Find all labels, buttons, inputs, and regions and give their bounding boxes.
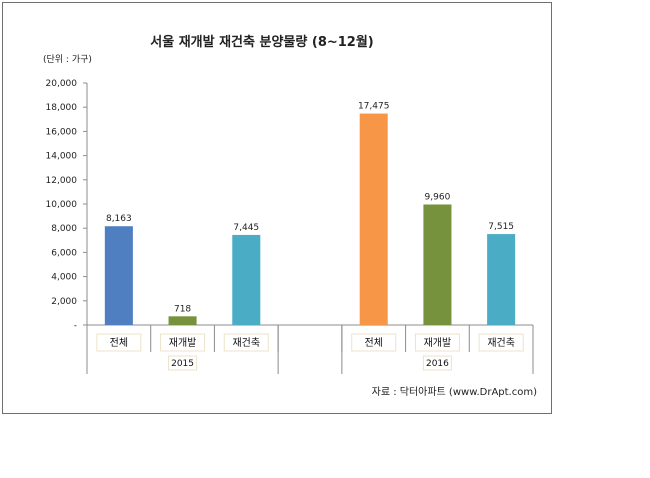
y-tick-label: 4,000 [51,273,77,283]
source-note: 자료 : 닥터아파트 (www.DrApt.com) [372,386,537,398]
category-label-box [414,333,460,352]
category-label: 전체 [365,337,383,349]
bar-value-label: 718 [174,304,191,314]
bar-value-label: 9,960 [425,192,451,202]
bars-group: 8,163 718 7,445 17,475 9,960 7,515 [104,102,516,326]
category-label: 재건축 [487,337,515,349]
bar-value-label: 8,163 [106,214,132,224]
unit-label: (단위 : 가구) [43,54,92,65]
bar [168,316,197,325]
bar [232,234,261,325]
y-tick-label: - [74,321,77,331]
y-tick-label: 2,000 [51,297,77,307]
chart-frame: 서울 재개발 재건축 분양물량 (8~12월) (단위 : 가구) 자료 : 닥… [2,2,552,414]
y-tick-label: 12,000 [46,176,78,186]
group-label-box [422,355,452,371]
axis-group: 20,000 18,000 16,000 14,000 12,000 10,000 8,00… [46,79,534,374]
y-tick-label: 20,000 [46,79,78,89]
bar [359,113,388,326]
category-label-box [223,333,269,352]
group-label-box [168,355,198,371]
category-label: 전체 [110,337,128,349]
category-label-box [351,333,397,352]
group-label: 2015 [171,359,194,369]
chart-title: 서울 재개발 재건축 분양물량 (8~12월) [150,34,374,50]
group-label: 2016 [426,359,449,369]
category-label-box [160,333,206,352]
bar [487,234,516,325]
category-label: 재건축 [232,337,260,349]
category-label: 재개발 [424,337,452,349]
category-label-box [478,333,524,352]
y-tick-label: 16,000 [46,127,78,137]
bar [423,204,452,325]
bar-value-label: 17,475 [358,102,390,112]
bar [104,226,133,325]
y-tick-label: 18,000 [46,103,78,113]
category-label-box [96,333,142,352]
y-tick-label: 10,000 [46,200,78,210]
y-tick-label: 14,000 [46,152,78,162]
y-tick-label: 8,000 [51,224,77,234]
bar-value-label: 7,515 [488,222,514,232]
bar-value-label: 7,445 [233,223,259,233]
y-tick-label: 6,000 [51,248,77,258]
category-label: 재개발 [169,337,197,349]
bar-chart: 서울 재개발 재건축 분양물량 (8~12월) (단위 : 가구) 자료 : 닥… [43,34,537,398]
